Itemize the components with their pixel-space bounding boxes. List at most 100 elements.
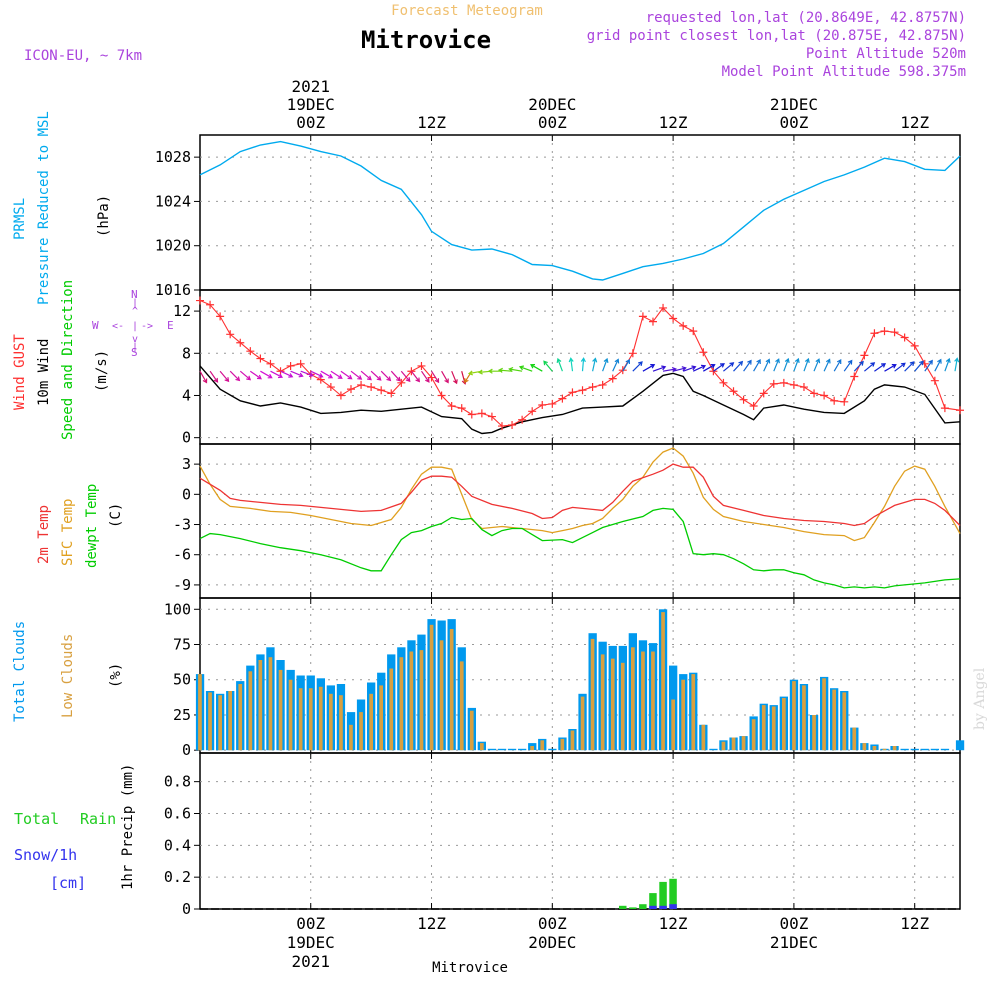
wind-arrow [813, 358, 821, 372]
precip-ytick-label: 0 [182, 900, 191, 918]
wind10m-line [199, 365, 961, 435]
gust-marker [739, 395, 748, 404]
credit-watermark: by Angel [972, 667, 988, 730]
gust-marker [367, 383, 376, 392]
wind10m-label: 10m Wind [36, 339, 52, 406]
low-cloud-bar [631, 647, 635, 751]
wind-arrow [451, 370, 458, 385]
gust-marker [578, 386, 587, 395]
gust-marker [719, 378, 728, 387]
gust-marker [699, 348, 708, 357]
svg-text:^: ^ [132, 306, 138, 317]
low-cloud-bar [862, 743, 867, 751]
gust-marker [840, 397, 849, 406]
wind-arrow [410, 370, 420, 383]
wind-unit: (m/s) [94, 350, 110, 392]
wind-arrow [853, 360, 864, 372]
rain-bar [619, 905, 627, 909]
bottom-date-label: 21DEC [770, 933, 818, 952]
bottom-time-label: 12Z [417, 914, 446, 933]
low-cloud-bar [590, 638, 595, 751]
low-cloud-bar [288, 679, 293, 751]
wind-ytick-label: 12 [173, 302, 191, 320]
wind-arrow [441, 370, 449, 384]
snow-bar [669, 904, 677, 909]
gust-marker [196, 296, 204, 305]
wind-arrow [390, 370, 401, 382]
low-cloud-bar [600, 654, 605, 751]
low-cloud-bar [480, 743, 484, 751]
gust-marker [447, 402, 456, 411]
gust-marker [880, 327, 889, 336]
total-cloud-bar [940, 748, 950, 751]
low-cloud-bar [832, 689, 836, 751]
compass-n: N [131, 288, 138, 301]
gust-marker [236, 338, 245, 347]
bottom-time-label: 12Z [900, 914, 929, 933]
svg-text:|: | [132, 342, 138, 353]
gust-marker [397, 378, 406, 387]
pressure-frame [199, 134, 961, 291]
low-cloud-bar [218, 695, 222, 751]
gust-marker [457, 404, 466, 413]
low-cloud-bar [771, 706, 776, 751]
compass-rose: N | ^ W <- | -> E v | S [92, 288, 174, 359]
gust-marker [638, 312, 647, 321]
low-cloud-bar [359, 712, 363, 751]
low-cloud-bar [681, 679, 685, 751]
low-cloud-bar [379, 685, 383, 751]
total-cloud-bar [709, 748, 718, 751]
low-cloud-bar [620, 662, 625, 751]
wind-arrow [421, 370, 430, 383]
place-title: Mitrovice [361, 26, 491, 54]
low-cloud-bar [278, 669, 283, 751]
compass-e: E [167, 319, 174, 332]
gust-marker [336, 391, 345, 400]
wind-arrow [713, 363, 725, 372]
top-time-label: 00Z [779, 113, 808, 132]
wind-arrow [894, 362, 906, 372]
low-cloud-bar [268, 657, 273, 751]
wind-arrow [330, 370, 343, 379]
pressure-labels: PRMSL Pressure Reduced to MSL (hPa) [12, 111, 112, 305]
gust-marker [799, 383, 808, 392]
wind-arrow [209, 370, 219, 383]
tsfc-line [199, 447, 961, 542]
low-cloud-bar [610, 658, 615, 751]
low-cloud-bar [701, 724, 706, 751]
low-cloud-bar [198, 674, 202, 751]
low-cloud-bar [721, 741, 726, 751]
temp-ytick-label: -9 [173, 576, 191, 594]
gust-marker [467, 410, 476, 419]
gust-marker [820, 391, 829, 400]
wind-arrow [320, 370, 334, 379]
top-time-label: 12Z [659, 113, 688, 132]
top-time-label: 12Z [900, 113, 929, 132]
gust-marker [940, 404, 949, 413]
wind-arrow [733, 360, 744, 372]
model-label: ICON-EU, ~ 7km [24, 48, 142, 64]
gust-marker [689, 327, 698, 336]
gust-marker [810, 389, 819, 398]
low-cloud-bar [369, 693, 373, 751]
gust-marker [487, 412, 496, 421]
wind-arrow [518, 365, 533, 372]
t2m-line [199, 463, 961, 527]
gust-marker [326, 383, 335, 392]
pressure-ytick-label: 1028 [155, 148, 191, 166]
low-cloud-bar [822, 678, 826, 751]
bottom-date-label: 20DEC [528, 933, 576, 952]
wind-arrow [763, 358, 771, 372]
wind-arrow [497, 367, 513, 373]
gust-marker [588, 383, 597, 392]
temp-ytick-label: -6 [173, 546, 191, 564]
low-cloud-bar [792, 681, 796, 751]
wind-arrow [592, 357, 598, 372]
low-cloud-bar [882, 748, 887, 751]
low-cloud-bar [339, 695, 343, 751]
wind-arrow [622, 359, 630, 372]
low-cloud-bar [782, 698, 786, 751]
precip-frame [199, 752, 961, 910]
clouds-ytick-label: 100 [164, 600, 191, 618]
